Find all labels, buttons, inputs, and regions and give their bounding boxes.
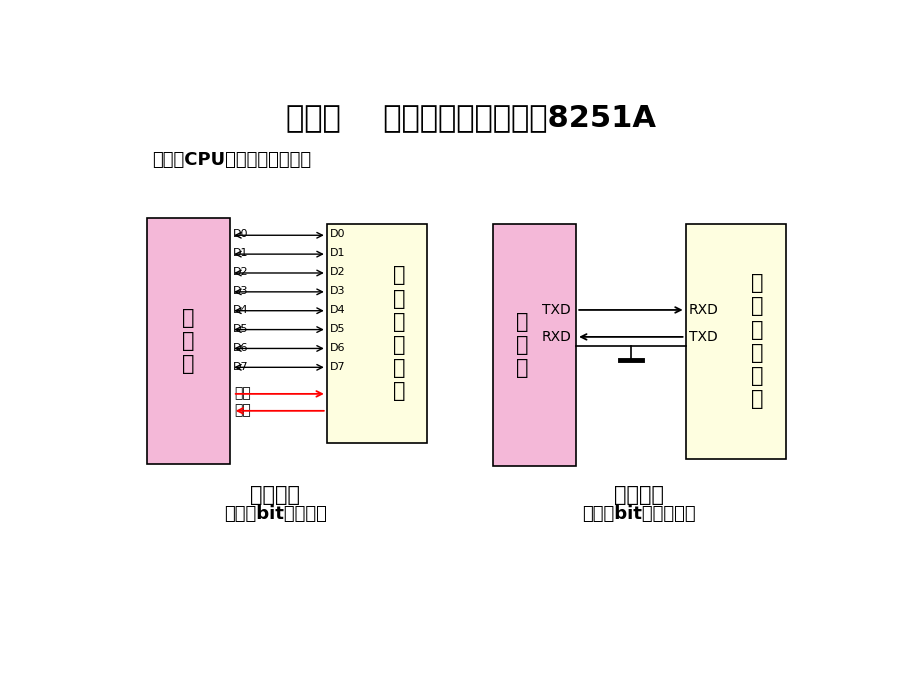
Text: D4: D4 bbox=[329, 305, 345, 315]
Text: 计
算
机: 计 算 机 bbox=[516, 312, 528, 378]
Bar bbox=[146, 217, 230, 464]
Text: 外
设
或
计
算
机: 外 设 或 计 算 机 bbox=[751, 273, 763, 409]
Text: RXD: RXD bbox=[688, 303, 718, 317]
Text: D2: D2 bbox=[329, 267, 345, 277]
Text: 第十章    串行通信和接口芯片8251A: 第十章 串行通信和接口芯片8251A bbox=[286, 103, 656, 132]
Bar bbox=[493, 224, 575, 466]
Text: 计
算
机: 计 算 机 bbox=[182, 308, 194, 374]
Text: D7: D7 bbox=[233, 362, 248, 371]
Text: 状态: 状态 bbox=[234, 386, 251, 400]
Text: 串行通信: 串行通信 bbox=[614, 485, 664, 505]
Text: D0: D0 bbox=[233, 230, 248, 239]
Bar bbox=[685, 224, 785, 459]
Text: D4: D4 bbox=[233, 305, 248, 315]
Text: D1: D1 bbox=[329, 248, 345, 258]
Text: 控制: 控制 bbox=[234, 403, 251, 417]
Text: 并行通信: 并行通信 bbox=[250, 485, 300, 505]
Text: D2: D2 bbox=[233, 267, 248, 277]
Text: D7: D7 bbox=[329, 362, 345, 371]
Text: D5: D5 bbox=[233, 324, 248, 334]
Text: TXD: TXD bbox=[541, 303, 570, 317]
Text: D0: D0 bbox=[329, 230, 345, 239]
Text: D3: D3 bbox=[233, 286, 248, 296]
Text: TXD: TXD bbox=[688, 330, 717, 344]
Text: D6: D6 bbox=[329, 343, 345, 353]
Bar bbox=[326, 224, 426, 443]
Text: 数据按bit，依次传送: 数据按bit，依次传送 bbox=[582, 505, 696, 523]
Text: D1: D1 bbox=[233, 248, 248, 258]
Text: 外
设
或
计
算
机: 外 设 或 计 算 机 bbox=[392, 266, 404, 402]
Text: D3: D3 bbox=[329, 286, 345, 296]
Text: 数据各bit同时传送: 数据各bit同时传送 bbox=[223, 505, 326, 523]
Text: D5: D5 bbox=[329, 324, 345, 334]
Text: 通信：CPU与外部的信息交换: 通信：CPU与外部的信息交换 bbox=[152, 151, 311, 169]
Text: RXD: RXD bbox=[541, 330, 571, 344]
Text: D6: D6 bbox=[233, 343, 248, 353]
